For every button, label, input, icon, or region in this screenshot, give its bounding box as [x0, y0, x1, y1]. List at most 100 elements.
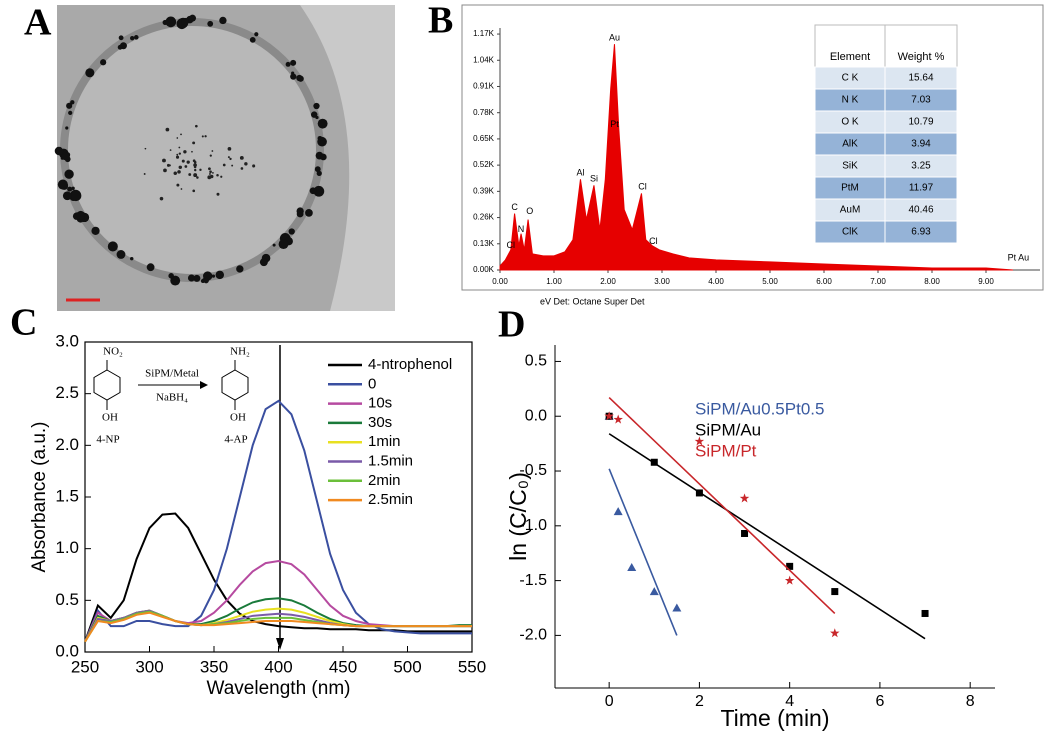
spectrum-line [84, 560, 472, 643]
point [649, 587, 659, 596]
particle [207, 20, 214, 27]
panel-label: B [428, 0, 453, 42]
x-tick-label: 300 [135, 657, 163, 676]
y-tick-label: 0.0 [525, 407, 547, 424]
table-text: O K [841, 117, 859, 128]
spectrum-line [84, 611, 472, 643]
particle [116, 250, 126, 259]
point [831, 588, 839, 596]
particle [297, 75, 304, 82]
particle [314, 166, 321, 173]
particle [70, 100, 75, 105]
particle [204, 135, 207, 138]
table-header-cell [884, 24, 958, 68]
scheme-text: NH₂ [230, 346, 250, 358]
point [604, 411, 614, 421]
point [613, 414, 623, 424]
particle [193, 160, 197, 164]
scheme-text: OH [230, 412, 246, 424]
panel-label: A [24, 2, 52, 44]
particle [211, 150, 214, 152]
table-text: 3.94 [911, 139, 931, 150]
particle [191, 150, 193, 153]
x-tick-label: 6.00 [816, 277, 832, 286]
particle [70, 190, 82, 202]
scheme-text: OH [102, 412, 118, 424]
y-tick-label: 1.0 [55, 538, 79, 557]
peak-label: O [526, 206, 533, 216]
particle [254, 32, 259, 37]
particle [71, 186, 75, 191]
table-text: 6.93 [911, 227, 931, 238]
decay-arrow [276, 345, 284, 650]
y-tick-label: 2.0 [55, 435, 79, 454]
particle [317, 118, 328, 129]
particle [192, 189, 196, 193]
table-text: C K [842, 73, 859, 84]
point [784, 575, 795, 585]
particle [320, 140, 325, 145]
peak-label: Si [590, 174, 598, 184]
particle [298, 212, 303, 217]
y-tick-label: 0.5 [525, 353, 547, 370]
peak-label: Au [609, 32, 620, 42]
y-tick-label: 0.26K [473, 213, 495, 222]
legend-label: 2min [368, 472, 401, 489]
particle [212, 171, 214, 174]
particle [285, 61, 291, 67]
particle [129, 256, 134, 261]
particle [178, 165, 183, 170]
particle [175, 155, 180, 159]
particle [180, 133, 182, 136]
point [741, 529, 749, 537]
particle [227, 146, 232, 151]
legend-label: 1.5min [368, 452, 413, 469]
particle [57, 179, 68, 190]
x-tick-label: 250 [71, 657, 99, 676]
point [650, 458, 658, 466]
particle [194, 124, 198, 128]
particle [85, 68, 95, 78]
particle [67, 186, 73, 192]
legend-label: 4-ntrophenol [368, 356, 452, 373]
table-text: SiK [842, 161, 858, 172]
legend-label: 10s [368, 395, 392, 412]
particle [244, 162, 248, 166]
peak-label: C [511, 202, 518, 212]
x-tick-label: 8.00 [924, 277, 940, 286]
legend-label: SiPM/Au [695, 420, 761, 439]
legend-label: 2.5min [368, 491, 413, 508]
y-tick-label: -1.5 [519, 572, 547, 589]
particle [215, 270, 225, 280]
particle [219, 16, 227, 25]
footer: eV Det: Octane Super Det [540, 296, 645, 306]
particle [168, 273, 174, 279]
table-text: 10.79 [908, 117, 933, 128]
particle [178, 146, 181, 149]
x-tick-label: 5.00 [762, 277, 778, 286]
particle [209, 173, 211, 175]
scheme-text: SiPM/Metal [145, 368, 199, 380]
x-tick-label: 0 [605, 693, 614, 710]
particle [54, 146, 64, 156]
y-tick-label: 0.65K [473, 134, 495, 143]
particle [196, 176, 199, 179]
x-tick-label: 3.00 [654, 277, 670, 286]
x-axis-label: Wavelength (nm) [207, 678, 351, 699]
particle [72, 212, 81, 220]
y-tick-label: 0.39K [473, 186, 495, 195]
particle [193, 274, 201, 282]
particle [222, 163, 226, 167]
particle [216, 173, 219, 177]
spectrum-area [499, 44, 1014, 271]
particle [162, 158, 166, 163]
y-tick-label: 3.0 [55, 331, 79, 350]
particle [184, 165, 188, 168]
particle [166, 163, 170, 167]
peak-label: Al [576, 168, 584, 178]
spectrum-line [84, 597, 472, 643]
particle [68, 110, 73, 116]
table-text: AuM [840, 205, 861, 216]
particle [306, 211, 312, 217]
particle [320, 153, 327, 161]
